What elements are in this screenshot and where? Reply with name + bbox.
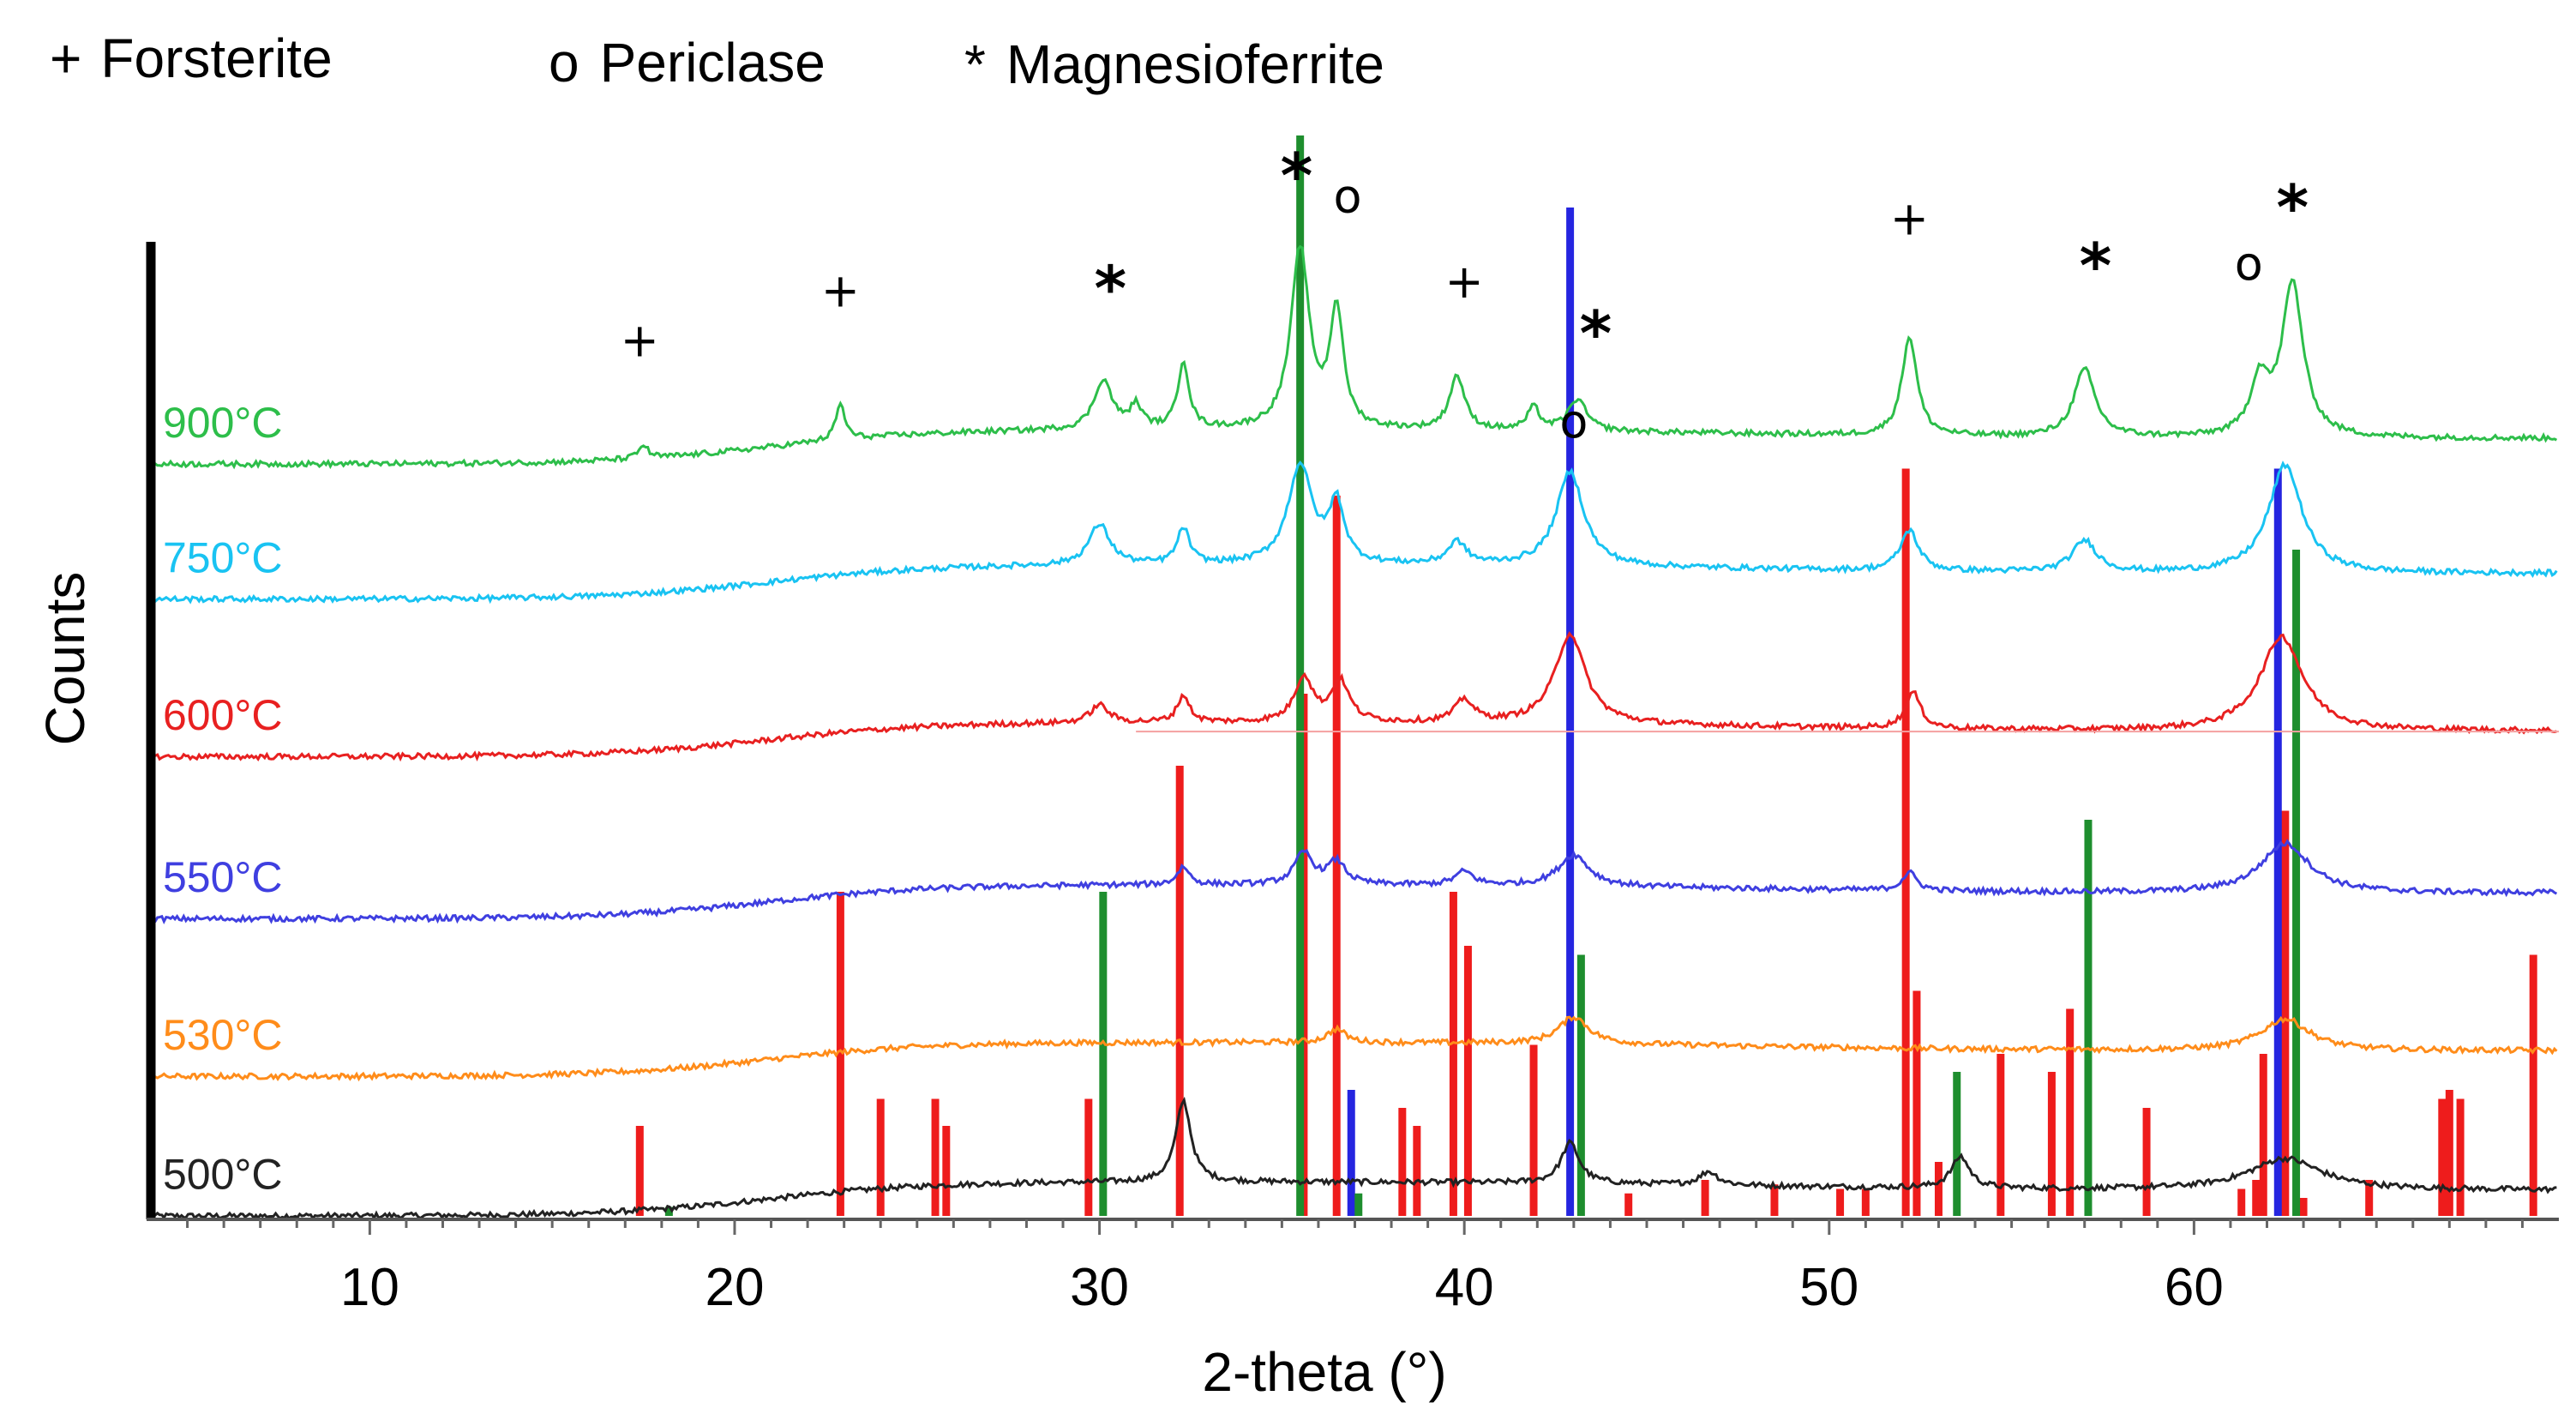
reference-stick-forsterite (1413, 1126, 1421, 1216)
legend-forsterite-label: Forsterite (100, 27, 332, 89)
temperature-labels: 500°C 530°C 550°C 600°C 750°C 900°C (163, 399, 283, 1199)
reference-stick-forsterite (2299, 1198, 2308, 1216)
reference-stick-forsterite (1770, 1184, 1779, 1216)
reference-stick-forsterite (635, 1126, 644, 1216)
peak-annotation: * (1095, 252, 1127, 324)
reference-stick-forsterite (1084, 1098, 1093, 1216)
series-label: 600°C (163, 691, 283, 739)
reference-stick-periclase (2273, 468, 2282, 1216)
reference-stick-forsterite (876, 1098, 885, 1216)
peak-annotation: + (1890, 192, 1929, 246)
legend-magnesioferrite-label: Magnesioferrite (1006, 33, 1384, 95)
reference-stick-forsterite (2281, 810, 2290, 1216)
reference-stick-forsterite (1934, 1162, 1943, 1216)
reference-stick-forsterite (1912, 990, 1921, 1216)
reference-stick-forsterite (1701, 1180, 1709, 1216)
legend-periclase-symbol: o (549, 32, 579, 93)
x-tick-label: 10 (340, 1258, 399, 1317)
series-label: 750°C (163, 533, 283, 581)
trace-750c (150, 460, 2558, 605)
reference-sticks (635, 135, 2537, 1216)
peak-annotation: + (821, 264, 860, 318)
reference-stick-forsterite (1997, 1054, 2005, 1216)
x-tick-label: 30 (1070, 1258, 1129, 1317)
reference-stick-forsterite (2445, 1090, 2453, 1216)
reference-stick-forsterite (1449, 892, 1457, 1216)
peak-annotation: + (1445, 255, 1484, 309)
peak-annotation: o (1333, 169, 1361, 223)
reference-stick-magnesioferrite (664, 1206, 673, 1216)
series-label: 530°C (163, 1011, 283, 1059)
reference-stick-forsterite (1624, 1193, 1633, 1216)
x-tick-label: 50 (1799, 1258, 1858, 1317)
series-label: 900°C (163, 399, 283, 447)
reference-stick-forsterite (2438, 1098, 2447, 1216)
reference-stick-forsterite (2365, 1180, 2374, 1216)
x-tick-label: 40 (1435, 1258, 1494, 1317)
reference-stick-forsterite (1463, 946, 1472, 1216)
reference-stick-forsterite (2047, 1072, 2056, 1216)
reference-stick-forsterite (2252, 1180, 2261, 1216)
reference-stick-forsterite (2456, 1098, 2465, 1216)
trace-600c (149, 631, 2557, 762)
reference-stick-magnesioferrite (2084, 820, 2093, 1216)
peak-annotation: * (2080, 230, 2112, 302)
x-tick-label: 60 (2165, 1258, 2224, 1317)
reference-stick-forsterite (1861, 1188, 1870, 1216)
reference-stick-periclase (1347, 1090, 1355, 1216)
series-label: 500°C (163, 1151, 283, 1199)
peak-annotation: o (2235, 237, 2263, 291)
x-axis-title: 2-theta (°) (1202, 1341, 1446, 1403)
legend-periclase: o Periclase (549, 32, 826, 93)
reference-stick-magnesioferrite (1099, 892, 1108, 1216)
legend-magnesioferrite-symbol: * (964, 33, 986, 95)
reference-stick-forsterite (1529, 1044, 1538, 1216)
reference-stick-periclase (1566, 208, 1575, 1216)
peak-annotation: + (621, 313, 659, 367)
y-axis-title: Counts (34, 572, 96, 746)
reference-stick-forsterite (2259, 1054, 2267, 1216)
peak-annotations: ++ ** o+*o+* o* (621, 140, 2309, 448)
trace-550c (149, 839, 2558, 924)
legend-forsterite-symbol: + (50, 27, 81, 89)
reference-stick-forsterite (2237, 1188, 2246, 1216)
reference-stick-forsterite (2066, 1008, 2075, 1216)
reference-stick-magnesioferrite (1953, 1072, 1961, 1216)
reference-stick-forsterite (2529, 954, 2537, 1216)
x-axis-ticks: 10 20 30 40 50 60 (186, 1219, 2524, 1317)
reference-stick-forsterite (1836, 1188, 1845, 1216)
reference-stick-forsterite (836, 892, 844, 1216)
legend: + Forsterite o Periclase * Magnesioferrite (50, 27, 1384, 95)
x-tick-label: 20 (705, 1258, 764, 1317)
reference-stick-magnesioferrite (2292, 550, 2301, 1216)
legend-forsterite: + Forsterite (50, 27, 333, 89)
reference-stick-magnesioferrite (1354, 1193, 1363, 1216)
reference-stick-forsterite (1175, 766, 1184, 1216)
reference-stick-magnesioferrite (1296, 135, 1305, 1216)
legend-magnesioferrite: * Magnesioferrite (964, 33, 1384, 95)
reference-stick-forsterite (931, 1098, 940, 1216)
trace-500c (150, 1096, 2557, 1221)
legend-periclase-label: Periclase (600, 32, 826, 93)
reference-stick-forsterite (942, 1126, 951, 1216)
reference-stick-magnesioferrite (1576, 954, 1585, 1216)
reference-stick-forsterite (1901, 468, 1910, 1216)
peak-annotation: * (1580, 298, 1612, 370)
reference-stick-forsterite (2142, 1108, 2151, 1216)
trace-530c (149, 1015, 2558, 1082)
diffraction-traces (149, 244, 2559, 1221)
peak-annotation: o (1559, 394, 1588, 448)
series-label: 550°C (163, 853, 283, 901)
trace-900c (149, 244, 2558, 470)
peak-annotation: * (2276, 171, 2309, 244)
reference-stick-forsterite (1398, 1108, 1407, 1216)
peak-annotation: * (1281, 140, 1313, 212)
